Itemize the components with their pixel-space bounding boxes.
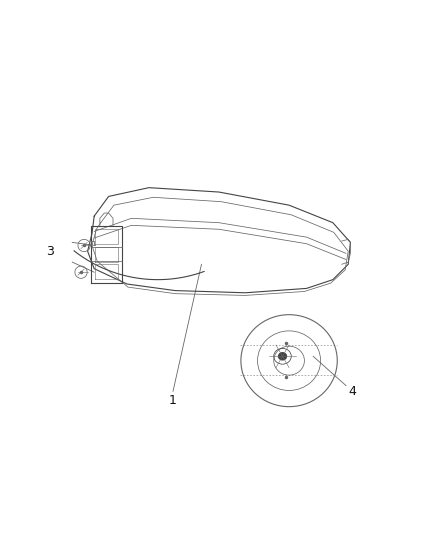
Text: 3: 3 bbox=[46, 245, 54, 257]
Text: 1: 1 bbox=[169, 393, 177, 407]
Ellipse shape bbox=[279, 353, 286, 360]
Text: 4: 4 bbox=[349, 385, 357, 398]
